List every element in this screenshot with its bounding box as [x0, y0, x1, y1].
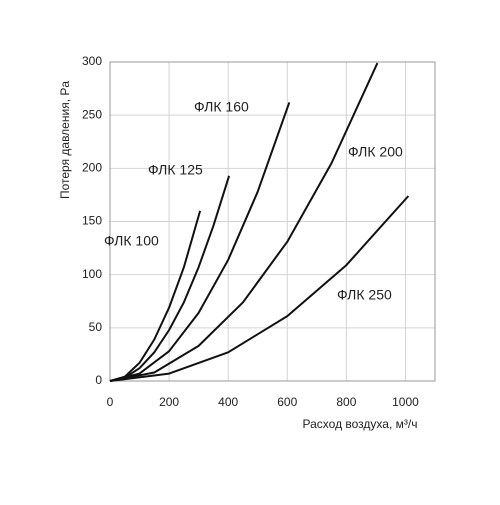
series-line: [109, 175, 231, 382]
series-line: [109, 62, 379, 382]
series-label: ФЛК 125: [148, 162, 203, 178]
x-tick-label: 1000: [392, 395, 419, 409]
x-tick-label: 400: [218, 395, 238, 409]
x-axis-label: Расход воздуха, м³/ч: [303, 417, 418, 431]
series-line: [109, 195, 410, 382]
y-tick-label: 150: [82, 214, 102, 228]
y-tick-label: 250: [82, 107, 102, 121]
x-tick-label: 200: [159, 395, 179, 409]
series-line: [109, 102, 291, 382]
y-axis-label: Потеря давления, Pa: [58, 81, 72, 199]
series-label: ФЛК 100: [104, 233, 159, 249]
series-label: ФЛК 160: [194, 99, 249, 115]
y-tick-label: 300: [82, 54, 102, 68]
series-label: ФЛК 250: [337, 287, 392, 303]
y-tick-label: 0: [95, 373, 102, 387]
y-tick-label: 50: [89, 320, 103, 334]
series-label: ФЛК 200: [348, 144, 403, 160]
x-tick-label: 800: [336, 395, 356, 409]
y-tick-label: 100: [82, 267, 102, 281]
x-tick-label: 0: [107, 395, 114, 409]
plot-frame: [109, 61, 436, 382]
x-tick-label: 600: [277, 395, 297, 409]
y-tick-label: 200: [82, 161, 102, 175]
